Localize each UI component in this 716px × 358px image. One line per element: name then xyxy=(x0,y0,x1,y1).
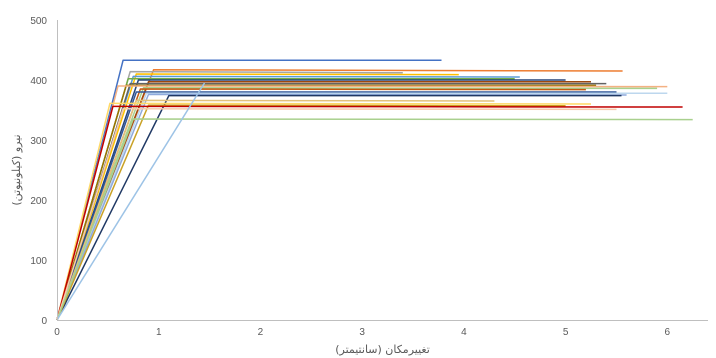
y-tick-label: 200 xyxy=(30,196,47,207)
x-tick-label: 2 xyxy=(258,327,264,338)
series-line-18 xyxy=(56,99,495,321)
series-line-23 xyxy=(56,118,693,321)
series-line-20 xyxy=(56,104,566,321)
x-tick-label: 4 xyxy=(461,327,467,338)
x-tick-label: 5 xyxy=(563,327,569,338)
y-tick-label: 0 xyxy=(41,316,47,327)
x-axis-title: تغییرمکان (سانتیمتر) xyxy=(335,343,430,356)
axis-layer xyxy=(57,20,708,321)
series-line-19 xyxy=(56,102,592,321)
series-line-12 xyxy=(56,87,658,321)
series-line-15 xyxy=(56,92,668,321)
series-line-21 xyxy=(56,105,683,321)
series-line-24 xyxy=(56,82,206,321)
series-line-6 xyxy=(56,78,515,321)
series-line-16 xyxy=(56,93,627,321)
series-line-11 xyxy=(56,85,668,321)
y-tick-label: 300 xyxy=(30,136,47,147)
series-layer xyxy=(56,59,693,321)
series-line-4 xyxy=(56,73,459,321)
y-axis-title: نیرو (کیلونیوتن) xyxy=(10,134,23,205)
series-line-14 xyxy=(56,91,617,321)
series-line-5 xyxy=(56,75,520,321)
y-tick-label: 500 xyxy=(30,16,47,27)
x-tick-label: 3 xyxy=(359,327,365,338)
x-tick-label: 6 xyxy=(665,327,671,338)
y-tick-label: 400 xyxy=(30,76,47,87)
x-tick-label: 0 xyxy=(54,327,60,338)
series-line-17 xyxy=(56,94,622,321)
series-line-22 xyxy=(56,108,617,321)
y-tick-label: 100 xyxy=(30,256,47,267)
x-tick-label: 1 xyxy=(156,327,162,338)
tick-layer: 0 1 2 3 4 5 6 0 100 200 300 400 500 xyxy=(30,16,670,338)
